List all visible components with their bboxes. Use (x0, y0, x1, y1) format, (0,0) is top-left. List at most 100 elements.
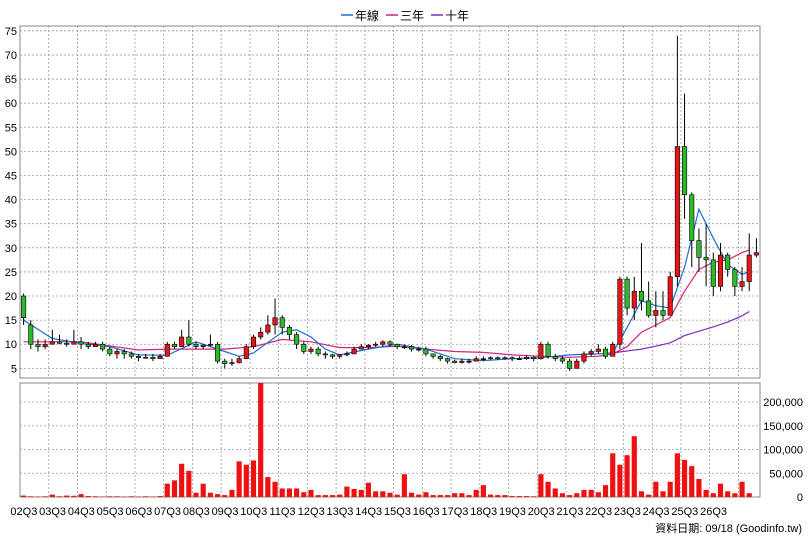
candlestick (480, 356, 486, 362)
candlestick (430, 353, 436, 359)
candlestick (725, 252, 731, 277)
legend-label-3y: 三年 (400, 9, 424, 23)
candlestick (581, 351, 587, 364)
x-tick-label: 19Q3 (499, 506, 526, 518)
candlestick (136, 353, 142, 362)
volume-bar (64, 495, 70, 497)
candle-body (143, 356, 149, 359)
candle-body (480, 358, 486, 361)
candle-body (567, 360, 573, 369)
candlestick (128, 351, 134, 359)
candlestick (610, 341, 616, 357)
candlestick (696, 228, 702, 272)
candlestick (394, 343, 400, 350)
volume-bar (21, 495, 27, 497)
candle-body (531, 356, 537, 360)
volume-bar (107, 496, 113, 497)
candle-body (35, 343, 41, 347)
volume-bar (681, 459, 688, 497)
candle-body (365, 344, 371, 347)
candlestick (502, 356, 508, 360)
candle-body (495, 357, 501, 360)
candle-body (538, 343, 544, 360)
price-tick-label: 10 (5, 339, 17, 351)
x-tick-label: 12Q3 (298, 506, 325, 518)
candle-body (207, 343, 213, 346)
volume-bar (667, 481, 673, 497)
candle-body (100, 343, 106, 350)
candlestick (495, 356, 501, 360)
volume-bar (552, 488, 558, 497)
volume-bar (394, 494, 400, 497)
x-tick-label: 08Q3 (183, 506, 210, 518)
candle-body (502, 357, 508, 360)
candle-body (193, 343, 199, 347)
candlestick (236, 356, 242, 364)
x-tick-label: 15Q3 (384, 506, 411, 518)
candlestick (229, 358, 235, 366)
volume-bar (258, 383, 264, 497)
volume-bar (179, 463, 185, 497)
candle-body (373, 343, 379, 346)
candlestick (222, 358, 228, 369)
x-tick-label: 13Q3 (327, 506, 354, 518)
candlestick (444, 357, 451, 364)
candle-body (301, 343, 307, 352)
candle-body (171, 343, 177, 347)
volume-bar (459, 493, 465, 497)
candle-body (150, 356, 156, 360)
candle-body (473, 358, 479, 362)
candle-body (78, 341, 84, 345)
candlestick (703, 223, 709, 287)
candle-body (696, 240, 702, 258)
candle-body (49, 341, 55, 345)
candlestick (682, 93, 688, 219)
x-tick-label: 10Q3 (240, 506, 267, 518)
candlestick (416, 346, 422, 352)
volume-bar (444, 495, 451, 497)
price-tick-label: 40 (5, 195, 17, 207)
price-tick-label: 35 (5, 219, 17, 231)
price-tick-label: 65 (5, 74, 17, 86)
candle-body (610, 343, 616, 357)
candlestick (603, 346, 609, 359)
candle-body (308, 348, 314, 352)
candlestick (265, 315, 271, 335)
volume-bar (595, 492, 601, 497)
volume-bar (35, 496, 41, 498)
candlestick (617, 276, 623, 350)
candlestick (631, 276, 637, 321)
volume-bar (581, 489, 587, 497)
volume-bar (78, 494, 84, 497)
legend-label-yearly: 年線 (355, 8, 379, 23)
volume-bar (653, 481, 659, 497)
candle-body (200, 344, 206, 347)
candle-body (638, 290, 644, 302)
candle-body (617, 278, 623, 345)
candle-body (646, 300, 652, 316)
candle-body (423, 348, 429, 355)
candle-body (329, 354, 336, 357)
candlestick (85, 341, 91, 350)
volume-bar (150, 496, 156, 498)
volume-bar (286, 488, 293, 497)
candlestick (401, 344, 407, 350)
candlestick (516, 356, 522, 361)
volume-bar (250, 460, 257, 497)
volume-bar (574, 493, 580, 497)
price-plot-area (19, 25, 761, 379)
volume-bar (660, 491, 666, 497)
candle-body (71, 341, 77, 345)
volume-bar (509, 496, 515, 497)
x-tick-label: 23Q3 (614, 506, 641, 518)
volume-tick-label: 0 (797, 492, 803, 504)
volume-bar (207, 492, 213, 497)
candlestick (380, 340, 386, 347)
volume-bar (545, 481, 551, 497)
volume-bar (315, 495, 321, 497)
volume-bar (466, 495, 472, 497)
x-tick-label: 02Q3 (10, 506, 37, 518)
candle-body (28, 324, 34, 345)
candle-body (653, 310, 659, 316)
